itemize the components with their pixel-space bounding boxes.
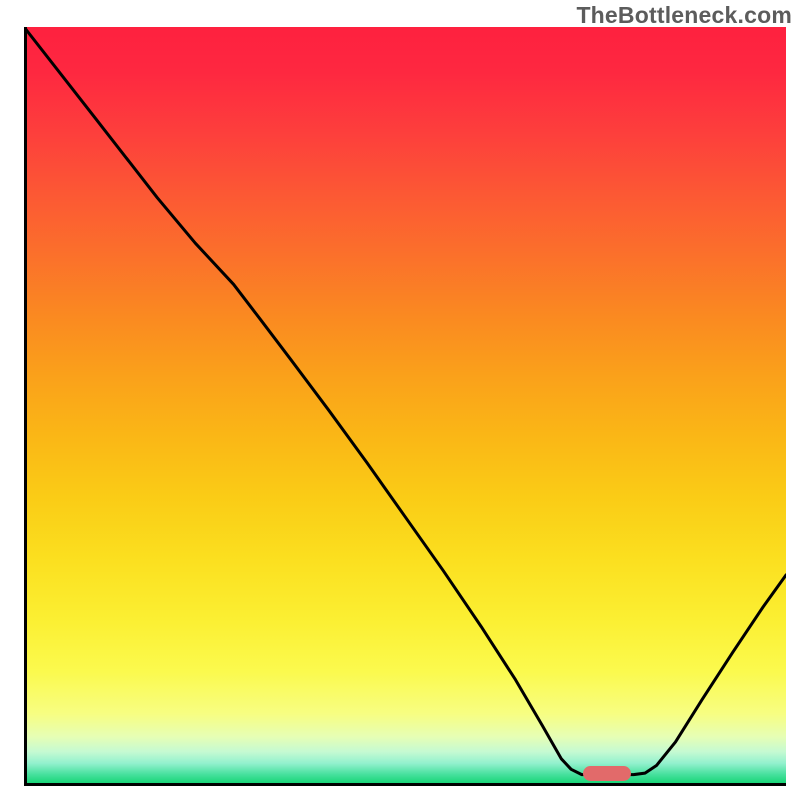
optimum-marker <box>583 766 631 781</box>
watermark-label: TheBottleneck.com <box>576 2 792 29</box>
plot-area <box>24 27 786 786</box>
chart-root: TheBottleneck.com <box>0 0 800 800</box>
bottleneck-curve <box>24 27 786 775</box>
curve-layer <box>24 27 786 786</box>
